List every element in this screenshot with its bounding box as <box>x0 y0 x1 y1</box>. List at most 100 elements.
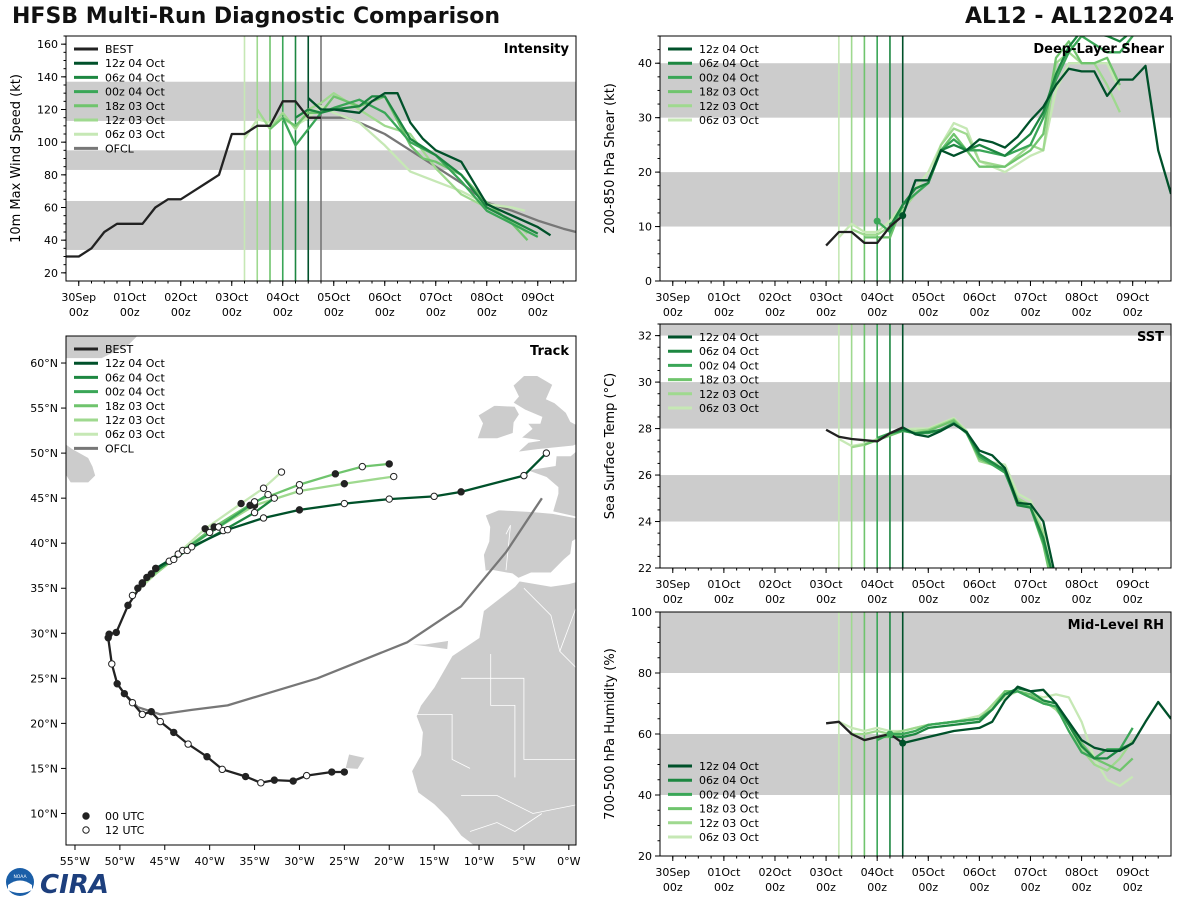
intensity-xtick-label-hour: 00z <box>477 306 497 319</box>
sst-xtick-label: 01Oct <box>707 578 741 591</box>
track-point-12z-04-oct <box>340 499 349 508</box>
track-point-best <box>120 689 129 698</box>
track-point-best <box>105 630 113 638</box>
sst-xtick-label-hour: 00z <box>765 593 785 606</box>
intensity-series-00z-04-oct <box>281 98 539 238</box>
sst-xtick-label-hour: 00z <box>1021 593 1041 606</box>
track-point-00z-04-oct <box>264 490 272 499</box>
track-lat-label: 25°N <box>30 672 58 685</box>
ireland-landmass <box>476 404 520 440</box>
intensity-xtick-label-hour: 00z <box>120 306 140 319</box>
shear-series-06z-04-oct <box>889 36 1129 228</box>
track-marker-legend-label-00-utc: 00 UTC <box>105 810 145 823</box>
shear-xtick-label-hour: 00z <box>1021 306 1041 319</box>
intensity-xtick-label-hour: 00z <box>375 306 395 319</box>
intensity-xtick-label-hour: 00z <box>69 306 89 319</box>
rh-ytick-label: 20 <box>638 850 652 863</box>
rh-xtick-label: 04Oct <box>861 866 895 879</box>
sst-band-0 <box>660 475 1171 522</box>
sst-series-12z-04-oct <box>902 422 1055 568</box>
track-lat-label: 40°N <box>30 537 58 550</box>
rh-xtick-label-hour: 00z <box>867 881 887 894</box>
shear-xtick-label: 30Sep <box>655 291 690 304</box>
track-point-18z-03-oct <box>385 460 393 468</box>
intensity-xtick-label-hour: 00z <box>324 306 344 319</box>
intensity-series-12z-04-oct <box>307 92 552 237</box>
greenland-landmass <box>66 336 139 359</box>
track-point-18z-03-oct <box>358 462 367 471</box>
sst-series-group <box>825 416 1055 568</box>
track-point-00z-04-oct <box>246 501 254 510</box>
noaa-logo-text: NOAA <box>13 874 27 880</box>
track-point-best <box>203 753 211 761</box>
sst-xtick-label-hour: 00z <box>867 593 887 606</box>
track-lat-label: 15°N <box>30 762 58 775</box>
newfoundland-landmass <box>66 443 97 484</box>
country-border-6 <box>469 813 543 832</box>
intensity-legend-label-06z-04-oct: 06z 04 Oct <box>105 71 165 84</box>
intensity-xtick-label-hour: 00z <box>528 306 548 319</box>
rh-legend-label-12z-04-oct: 12z 04 Oct <box>699 760 759 773</box>
track-lat-label: 30°N <box>30 627 58 640</box>
shear-legend-label-12z-03-oct: 12z 03 Oct <box>699 100 759 113</box>
track-series-ofcl <box>123 497 543 716</box>
shear-xtick-label: 02Oct <box>758 291 792 304</box>
track-point-best <box>170 728 178 737</box>
track-lon-label: 50°W <box>105 855 135 868</box>
intensity-legend-label-18z-03-oct: 18z 03 Oct <box>105 100 165 113</box>
intensity-legend-label-00z-04-oct: 00z 04 Oct <box>105 86 165 99</box>
track-point-best <box>108 660 116 668</box>
sst-ytick-label: 22 <box>638 562 652 575</box>
track-point-12z-04-oct <box>259 514 268 522</box>
intensity-xtick-label: 05Oct <box>317 291 351 304</box>
track-point-12z-04-oct <box>457 488 465 496</box>
intensity-series-12z-03-oct <box>256 92 529 235</box>
track-point-18z-03-oct <box>331 470 340 478</box>
track-point-best <box>113 680 121 688</box>
sst-xtick-label-hour: 00z <box>969 593 989 606</box>
sst-xtick-label: 07Oct <box>1014 578 1048 591</box>
shear-xtick-label-hour: 00z <box>1123 306 1143 319</box>
intensity-xtick-label: 03Oct <box>215 291 249 304</box>
shear-xtick-label: 05Oct <box>912 291 946 304</box>
track-title: Track <box>530 344 569 359</box>
shear-series-06z-03-oct <box>838 62 1121 239</box>
shear-xtick-label: 06Oct <box>963 291 997 304</box>
rh-ytick-label: 60 <box>638 728 652 741</box>
shear-xtick-label: 01Oct <box>707 291 741 304</box>
country-border-4 <box>523 587 561 652</box>
country-border-0 <box>461 677 576 760</box>
shear-ytick-label: 0 <box>645 275 652 288</box>
track-point-06z-03-oct <box>128 591 137 600</box>
country-border-7 <box>505 525 511 571</box>
shear-marker-1 <box>899 212 907 220</box>
track-marker-legend-12-utc <box>82 826 90 834</box>
track-point-best <box>218 765 226 774</box>
intensity-xtick-label: 02Oct <box>164 291 198 304</box>
intensity-legend-label-06z-03-oct: 06z 03 Oct <box>105 128 165 141</box>
intensity-xtick-label: 08Oct <box>470 291 504 304</box>
rh-marker-0 <box>886 730 894 738</box>
britain-landmass <box>512 375 576 453</box>
rh-xtick-label-hour: 00z <box>918 881 938 894</box>
rh-xtick-label: 08Oct <box>1065 866 1099 879</box>
track-point-12z-03-oct <box>295 487 304 495</box>
track-point-best <box>138 710 147 719</box>
sst-legend-label-06z-03-oct: 06z 03 Oct <box>699 402 759 415</box>
intensity-ylabel: 10m Max Wind Speed (kt) <box>9 74 24 243</box>
track-point-best <box>147 707 155 716</box>
track-point-06z-04-oct <box>250 508 259 517</box>
sst-xtick-label-hour: 00z <box>918 593 938 606</box>
sst-xtick-label-hour: 00z <box>714 593 734 606</box>
shear-ytick-label: 40 <box>638 57 652 70</box>
sst-legend-label-12z-04-oct: 12z 04 Oct <box>699 331 759 344</box>
rh-xtick-label-hour: 00z <box>1123 881 1143 894</box>
track-point-best <box>340 768 349 776</box>
sst-xtick-label-hour: 00z <box>663 593 683 606</box>
track-legend-label-ofcl: OFCL <box>105 442 135 455</box>
track-point-12z-03-oct <box>340 480 349 488</box>
track-lat-label: 20°N <box>30 717 58 730</box>
intensity-xtick-label-hour: 00z <box>426 306 446 319</box>
track-map-group <box>66 336 576 845</box>
